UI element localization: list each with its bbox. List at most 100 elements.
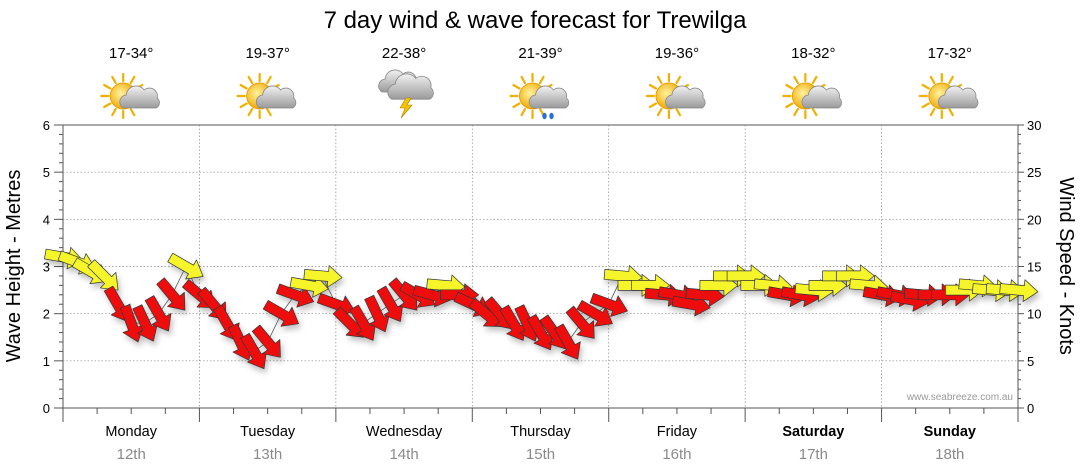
sun-ray — [921, 102, 930, 109]
sun-ray — [929, 107, 936, 117]
temp-range: 21-39° — [518, 45, 562, 62]
cloud-shape — [387, 73, 434, 100]
sun-ray — [111, 75, 117, 85]
date-label: 12th — [117, 446, 146, 463]
sun-ray — [648, 83, 658, 90]
sun-rain-icon — [509, 72, 570, 120]
sun-ray — [239, 102, 248, 109]
wind-arrow — [999, 279, 1039, 302]
right-tick-label: 20 — [1027, 212, 1041, 227]
sun-ray — [929, 75, 936, 85]
sun-ray — [648, 102, 658, 109]
right-tick-label: 0 — [1027, 401, 1034, 416]
date-label: 13th — [253, 446, 282, 463]
wind-arrow — [251, 324, 281, 358]
sun-ray — [266, 107, 272, 117]
sun-cloud-icon — [782, 72, 842, 120]
sun-ray — [129, 107, 136, 117]
sun-ray — [921, 83, 930, 90]
rain-drop — [549, 112, 554, 120]
sun-ray — [247, 107, 254, 117]
temp-range: 22-38° — [382, 45, 426, 62]
wind-arrow — [589, 292, 628, 317]
right-tick-label: 10 — [1027, 307, 1041, 322]
left-axis-title: Wave Height - Metres — [3, 170, 25, 363]
temp-range: 19-37° — [245, 45, 289, 62]
sun-ray — [948, 107, 954, 117]
left-tick-label: 0 — [43, 401, 50, 416]
day-label: Thursday — [510, 424, 571, 440]
right-tick-label: 25 — [1027, 165, 1041, 180]
wind-arrow — [87, 259, 119, 291]
sun-ray — [103, 102, 112, 109]
left-tick-label: 1 — [43, 354, 50, 369]
right-tick-label: 15 — [1027, 260, 1041, 275]
sun-ray — [785, 102, 794, 109]
wind-arrow — [144, 295, 172, 332]
sun-cloud-icon — [236, 72, 297, 120]
sun-ray — [656, 75, 663, 85]
sun-cloud-icon — [918, 72, 979, 120]
sun-ray — [675, 75, 682, 85]
wind-arrow — [156, 277, 186, 311]
date-label: 16th — [662, 446, 691, 463]
date-label: 18th — [935, 446, 964, 463]
rain-drop — [542, 112, 547, 120]
sun-ray — [675, 107, 682, 117]
chart-title: 7 day wind & wave forecast for Trewilga — [324, 7, 748, 34]
temp-range: 17-32° — [928, 45, 972, 62]
sun-ray — [811, 107, 818, 117]
wind-arrow — [303, 265, 343, 288]
lightning-bolt — [399, 97, 413, 119]
sun-ray — [785, 83, 794, 90]
sun-ray — [948, 75, 954, 85]
sun-ray — [239, 83, 248, 90]
cloud-shape — [528, 85, 570, 109]
sun-cloud-icon — [645, 72, 706, 120]
left-tick-label: 3 — [43, 260, 50, 275]
sun-ray — [129, 75, 136, 85]
wind-arrow — [262, 300, 299, 327]
sun-ray — [111, 107, 117, 117]
left-tick-label: 6 — [43, 118, 50, 133]
cloud-shape — [255, 85, 297, 109]
day-label: Sunday — [924, 424, 976, 440]
left-tick-label: 5 — [43, 165, 50, 180]
sun-ray — [793, 75, 799, 85]
watermark: www.seabreeze.com.au — [906, 392, 1013, 403]
sun-ray — [520, 75, 527, 85]
cloud-shape — [937, 85, 979, 109]
sun-ray — [538, 75, 545, 85]
day-label: Wednesday — [366, 424, 443, 440]
date-label: 15th — [526, 446, 555, 463]
day-label: Monday — [105, 424, 157, 440]
sun-ray — [520, 107, 527, 117]
date-label: 14th — [389, 446, 418, 463]
cloud-shape — [119, 85, 160, 109]
right-tick-label: 30 — [1027, 118, 1041, 133]
sun-ray — [103, 83, 112, 90]
sun-ray — [793, 107, 799, 117]
day-label: Saturday — [782, 424, 844, 440]
storm-cloud-icon — [378, 69, 434, 119]
sun-cloud-icon — [100, 72, 160, 120]
wind-arrow — [167, 252, 204, 280]
sun-ray — [266, 75, 272, 85]
sun-ray — [247, 75, 254, 85]
sun-ray — [656, 107, 663, 117]
cloud-shape — [665, 85, 706, 109]
temp-range: 19-36° — [655, 45, 699, 62]
wind-arrow — [565, 305, 595, 339]
cloud-shape — [801, 85, 842, 109]
wind-arrow — [554, 323, 581, 360]
day-label: Tuesday — [240, 424, 296, 440]
right-tick-label: 5 — [1027, 354, 1034, 369]
temp-range: 17-34° — [109, 45, 153, 62]
temp-range: 18-32° — [791, 45, 835, 62]
date-label: 17th — [799, 446, 828, 463]
left-tick-label: 2 — [43, 307, 50, 322]
sun-ray — [512, 102, 521, 109]
sun-ray — [512, 83, 521, 90]
left-tick-label: 4 — [43, 212, 50, 227]
